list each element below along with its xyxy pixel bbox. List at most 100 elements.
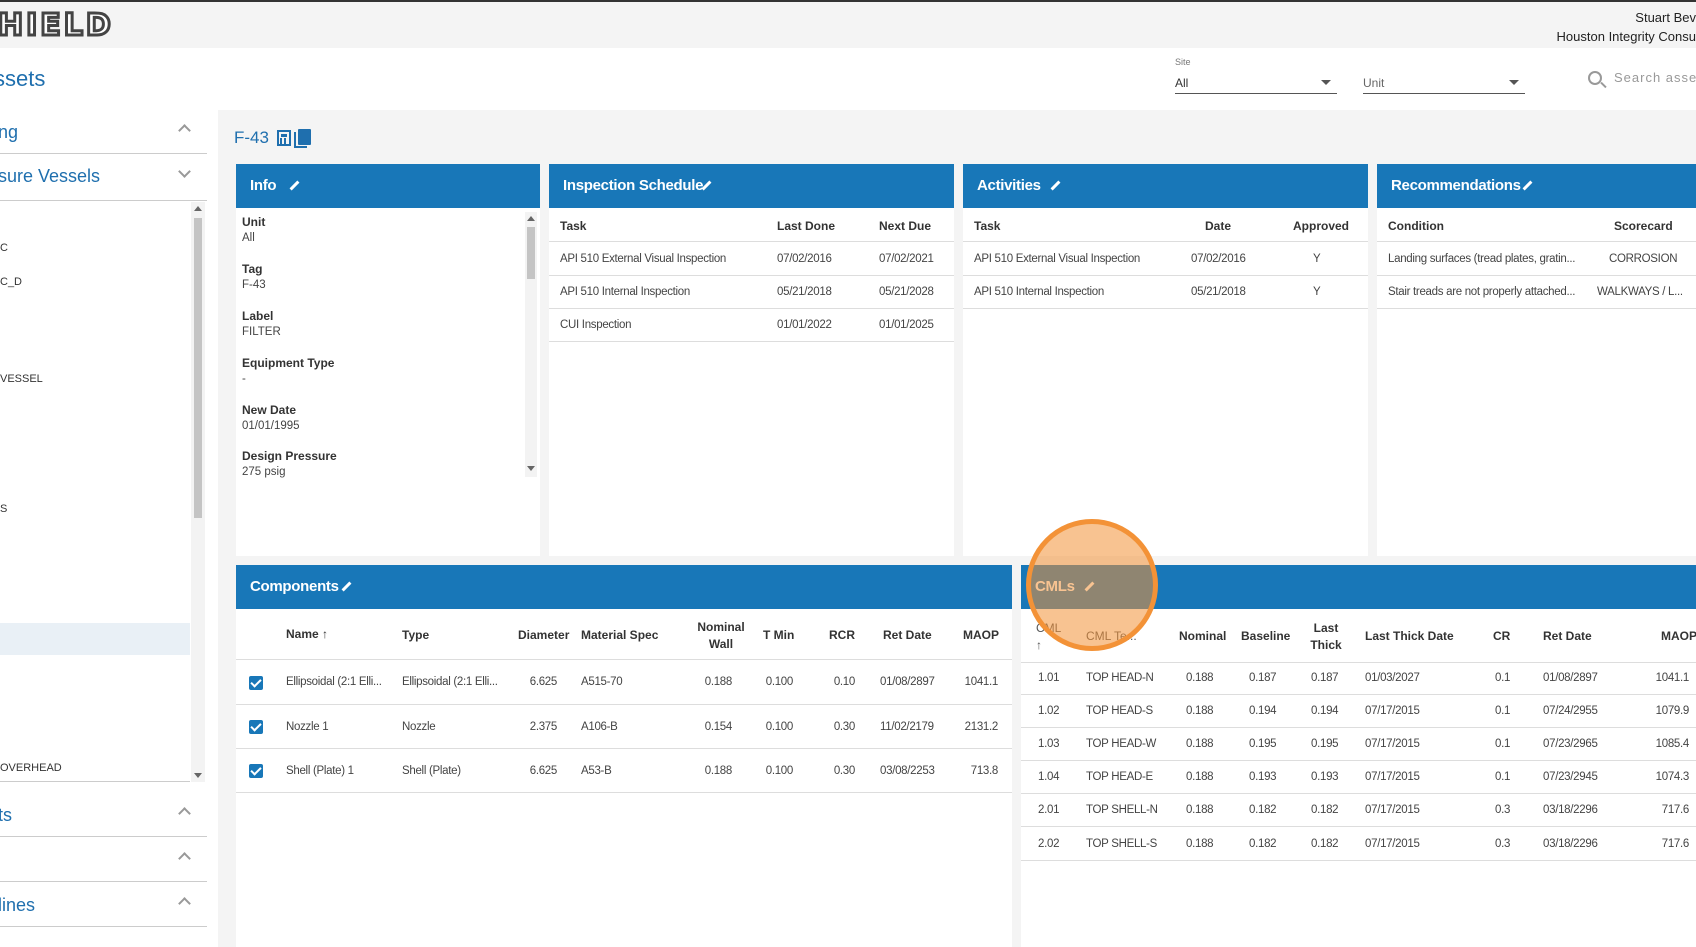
sidebar-section-0[interactable]: ng [0,110,207,154]
column-header-scorecard[interactable]: Scorecard [1614,219,1673,233]
column-header-nominal[interactable]: Nominal [1179,629,1227,643]
column-header-task[interactable]: Task [974,219,1001,233]
table-cell: 2.375 [529,721,558,733]
row-checkbox[interactable] [249,764,263,778]
edit-pencil-icon[interactable] [1084,581,1095,592]
column-header-baseline[interactable]: Baseline [1241,629,1291,643]
column-header-rcr[interactable]: RCR [829,628,855,642]
edit-pencil-icon[interactable] [289,180,300,191]
row-checkbox[interactable] [249,720,263,734]
column-header-last-thick-date[interactable]: Last Thick Date [1365,629,1454,643]
column-header-last-done[interactable]: Last Done [777,219,836,233]
column-header-cml[interactable]: CML ↑ [1036,621,1061,652]
chevron-up-icon[interactable] [178,807,191,820]
sidebar-list-item[interactable]: C [0,242,8,254]
table-cell[interactable]: Stair treads are not properly attached..… [1388,286,1576,298]
table-cell: 03/18/2296 [1543,838,1598,850]
table-cell: 05/21/2018 [777,286,832,298]
column-header-name[interactable]: Name ↑ [286,627,329,641]
sidebar-section-4[interactable]: lines [0,883,207,927]
edit-pencil-icon[interactable] [1522,180,1533,191]
app-logo[interactable]: HIELD [0,7,114,45]
table-cell[interactable]: 2.02 [1038,838,1060,850]
table-cell: 0.187 [1249,672,1277,684]
chevron-up-icon[interactable] [178,124,191,137]
sidebar-section-3[interactable] [0,838,207,882]
table-cell: 01/08/2897 [1543,672,1598,684]
copy-icon[interactable] [294,129,311,148]
table-cell[interactable]: 1.01 [1038,672,1060,684]
row-checkbox[interactable] [249,676,263,690]
column-header-ret-date[interactable]: Ret Date [883,628,932,642]
sidebar-list-item[interactable]: C_D [0,276,23,288]
divider [1021,793,1696,794]
chevron-up-icon[interactable] [178,897,191,910]
scroll-down-icon[interactable] [194,773,202,778]
scroll-down-icon[interactable] [527,466,535,471]
table-cell[interactable]: API 510 Internal Inspection [560,286,690,298]
table-cell[interactable]: CUI Inspection [560,319,632,331]
column-header-next-due[interactable]: Next Due [879,219,932,233]
sidebar-scrollbar[interactable] [191,202,205,782]
edit-pencil-icon[interactable] [341,581,352,592]
table-cell[interactable]: 2.01 [1038,804,1060,816]
table-cell: 11/02/2179 [880,721,934,733]
site-filter-select[interactable]: Site All [1175,57,1337,94]
search-input[interactable]: Search asset [1614,70,1696,85]
user-name[interactable]: Stuart Bev [1635,10,1696,25]
scrollbar-thumb[interactable] [527,227,535,279]
table-cell[interactable]: Landing surfaces (tread plates, gratin..… [1388,253,1576,265]
sidebar-list-item[interactable]: OVERHEAD [0,762,62,774]
info-scrollbar[interactable] [525,212,537,477]
sidebar-list-item[interactable]: VESSEL [0,373,43,385]
search-icon[interactable] [1588,71,1602,85]
column-header-approved[interactable]: Approved [1293,219,1350,233]
table-cell: 0.188 [1186,804,1214,816]
unit-filter-select[interactable]: Unit [1363,68,1525,94]
column-header-maop[interactable]: MAOP [1661,629,1696,643]
scroll-up-icon[interactable] [527,216,535,221]
table-cell[interactable]: API 510 External Visual Inspection [560,253,727,265]
table-cell[interactable]: API 510 Internal Inspection [974,286,1104,298]
table-cell[interactable]: Shell (Plate) 1 [286,765,354,777]
scroll-up-icon[interactable] [194,206,202,211]
column-header-nominal-wall[interactable]: Nominal Wall [697,620,745,651]
inspection-schedule-title: Inspection Schedule [563,177,704,194]
column-header-type[interactable]: Type [402,628,430,642]
column-header-ret-date[interactable]: Ret Date [1543,629,1592,643]
sidebar-section-label: ng [0,122,19,142]
table-cell: TOP HEAD-N [1086,672,1154,684]
column-header-material-spec[interactable]: Material Spec [581,628,659,642]
table-cell: 05/21/2018 [1191,286,1246,298]
table-cell[interactable]: 1.04 [1038,771,1060,783]
table-cell[interactable]: 1.02 [1038,705,1060,717]
column-header-maop[interactable]: MAOP [963,628,999,642]
sidebar-section-2[interactable]: ts [0,793,207,837]
column-header-cml-text[interactable]: CML Te... [1086,629,1137,643]
table-cell: 0.1 [1495,672,1511,684]
table-cell[interactable]: 1.03 [1038,738,1060,750]
sidebar-selected-item[interactable] [0,623,190,655]
table-cell[interactable]: Ellipsoidal (2:1 Elli... [286,676,382,688]
table-cell: 0.3 [1495,838,1511,850]
table-cell: 6.625 [529,765,558,777]
calculator-icon[interactable] [277,130,291,146]
sidebar-list-item[interactable]: S [0,503,8,515]
column-header-last-thick[interactable]: Last Thick [1310,621,1342,652]
column-header-date[interactable]: Date [1205,219,1232,233]
table-cell: 0.188 [1186,705,1214,717]
table-cell[interactable]: API 510 External Visual Inspection [974,253,1141,265]
column-header-t-min[interactable]: T Min [763,628,795,642]
info-field-value: - [242,373,246,385]
edit-pencil-icon[interactable] [1050,180,1061,191]
table-cell[interactable]: Nozzle 1 [286,721,329,733]
scrollbar-thumb[interactable] [194,218,202,518]
sidebar-section-pressure-vessels[interactable]: sure Vessels [0,155,207,201]
column-header-task[interactable]: Task [560,219,587,233]
chevron-down-icon[interactable] [178,165,191,178]
column-header-condition[interactable]: Condition [1388,219,1444,233]
chevron-up-icon[interactable] [178,852,191,865]
column-header-cr[interactable]: CR [1493,629,1511,643]
table-cell: 07/23/2945 [1543,771,1598,783]
column-header-diameter[interactable]: Diameter [518,628,570,642]
